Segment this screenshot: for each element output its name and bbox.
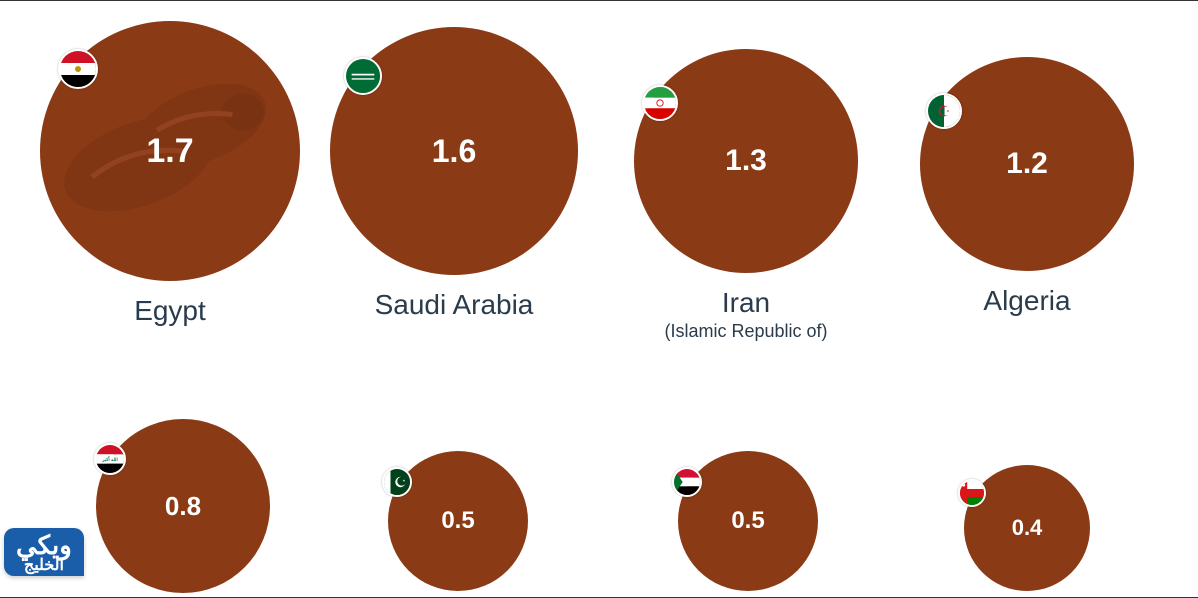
bubble-value: 0.4 [1012, 515, 1043, 541]
bubble-item-pakistan: 0.5 [388, 451, 528, 591]
bubble-value: 1.7 [146, 132, 193, 171]
bubble-saudi: 1.6 [330, 27, 578, 275]
bubble-value: 0.5 [441, 507, 474, 535]
bubble-item-egypt: 1.7 Egypt [40, 21, 300, 328]
bubble-item-iran: 1.3 Iran(Islamic Republic of) [634, 49, 858, 343]
watermark-badge: ويكي الخليج [4, 528, 84, 576]
flag-icon-iran [642, 85, 678, 121]
flag-icon-algeria [926, 93, 962, 129]
flag-icon-saudi [344, 57, 382, 95]
bubble-value: 1.2 [1006, 147, 1048, 181]
bubble-item-algeria: 1.2 Algeria [920, 57, 1134, 318]
bubble-value: 1.6 [432, 133, 476, 170]
bubble-label-main: Algeria [983, 285, 1070, 316]
watermark-line2: الخليج [16, 558, 72, 574]
flag-icon-pakistan [382, 467, 412, 497]
bubble-item-saudi: 1.6 Saudi Arabia [330, 27, 578, 322]
bubble-iraq: 0.8 الله أكبر [96, 419, 270, 593]
bubble-label-main: Saudi Arabia [375, 289, 534, 320]
bubble-label-sub: (Islamic Republic of) [664, 320, 827, 343]
bubble-value: 0.8 [165, 491, 201, 522]
flag-icon-egypt [58, 49, 98, 89]
flag-icon-oman [958, 479, 986, 507]
flag-icon-sudan [672, 467, 702, 497]
bubble-label: Saudi Arabia [375, 287, 534, 322]
bubble-value: 1.3 [725, 144, 767, 178]
bubble-label: Iran(Islamic Republic of) [664, 285, 827, 343]
bubble-label-main: Iran [722, 287, 770, 318]
bubble-item-sudan: 0.5 [678, 451, 818, 591]
bubble-value: 0.5 [731, 507, 764, 535]
bubble-pakistan: 0.5 [388, 451, 528, 591]
bubble-oman: 0.4 [964, 465, 1090, 591]
watermark-line1: ويكي [16, 532, 72, 558]
svg-text:الله أكبر: الله أكبر [101, 455, 118, 463]
bubble-sudan: 0.5 [678, 451, 818, 591]
bubble-item-iraq: 0.8 الله أكبر [96, 419, 270, 593]
bubble-egypt: 1.7 [40, 21, 300, 281]
bubble-iran: 1.3 [634, 49, 858, 273]
bubble-algeria: 1.2 [920, 57, 1134, 271]
bubble-item-oman: 0.4 [964, 465, 1090, 591]
bubble-chart: 1.7 Egypt 1.6 Saudi Arabia 1.3 Iran(Islamic R… [0, 0, 1198, 598]
bubble-label-main: Egypt [134, 295, 206, 326]
bubble-label: Algeria [983, 283, 1070, 318]
bubble-label: Egypt [134, 293, 206, 328]
flag-icon-iraq: الله أكبر [94, 443, 126, 475]
